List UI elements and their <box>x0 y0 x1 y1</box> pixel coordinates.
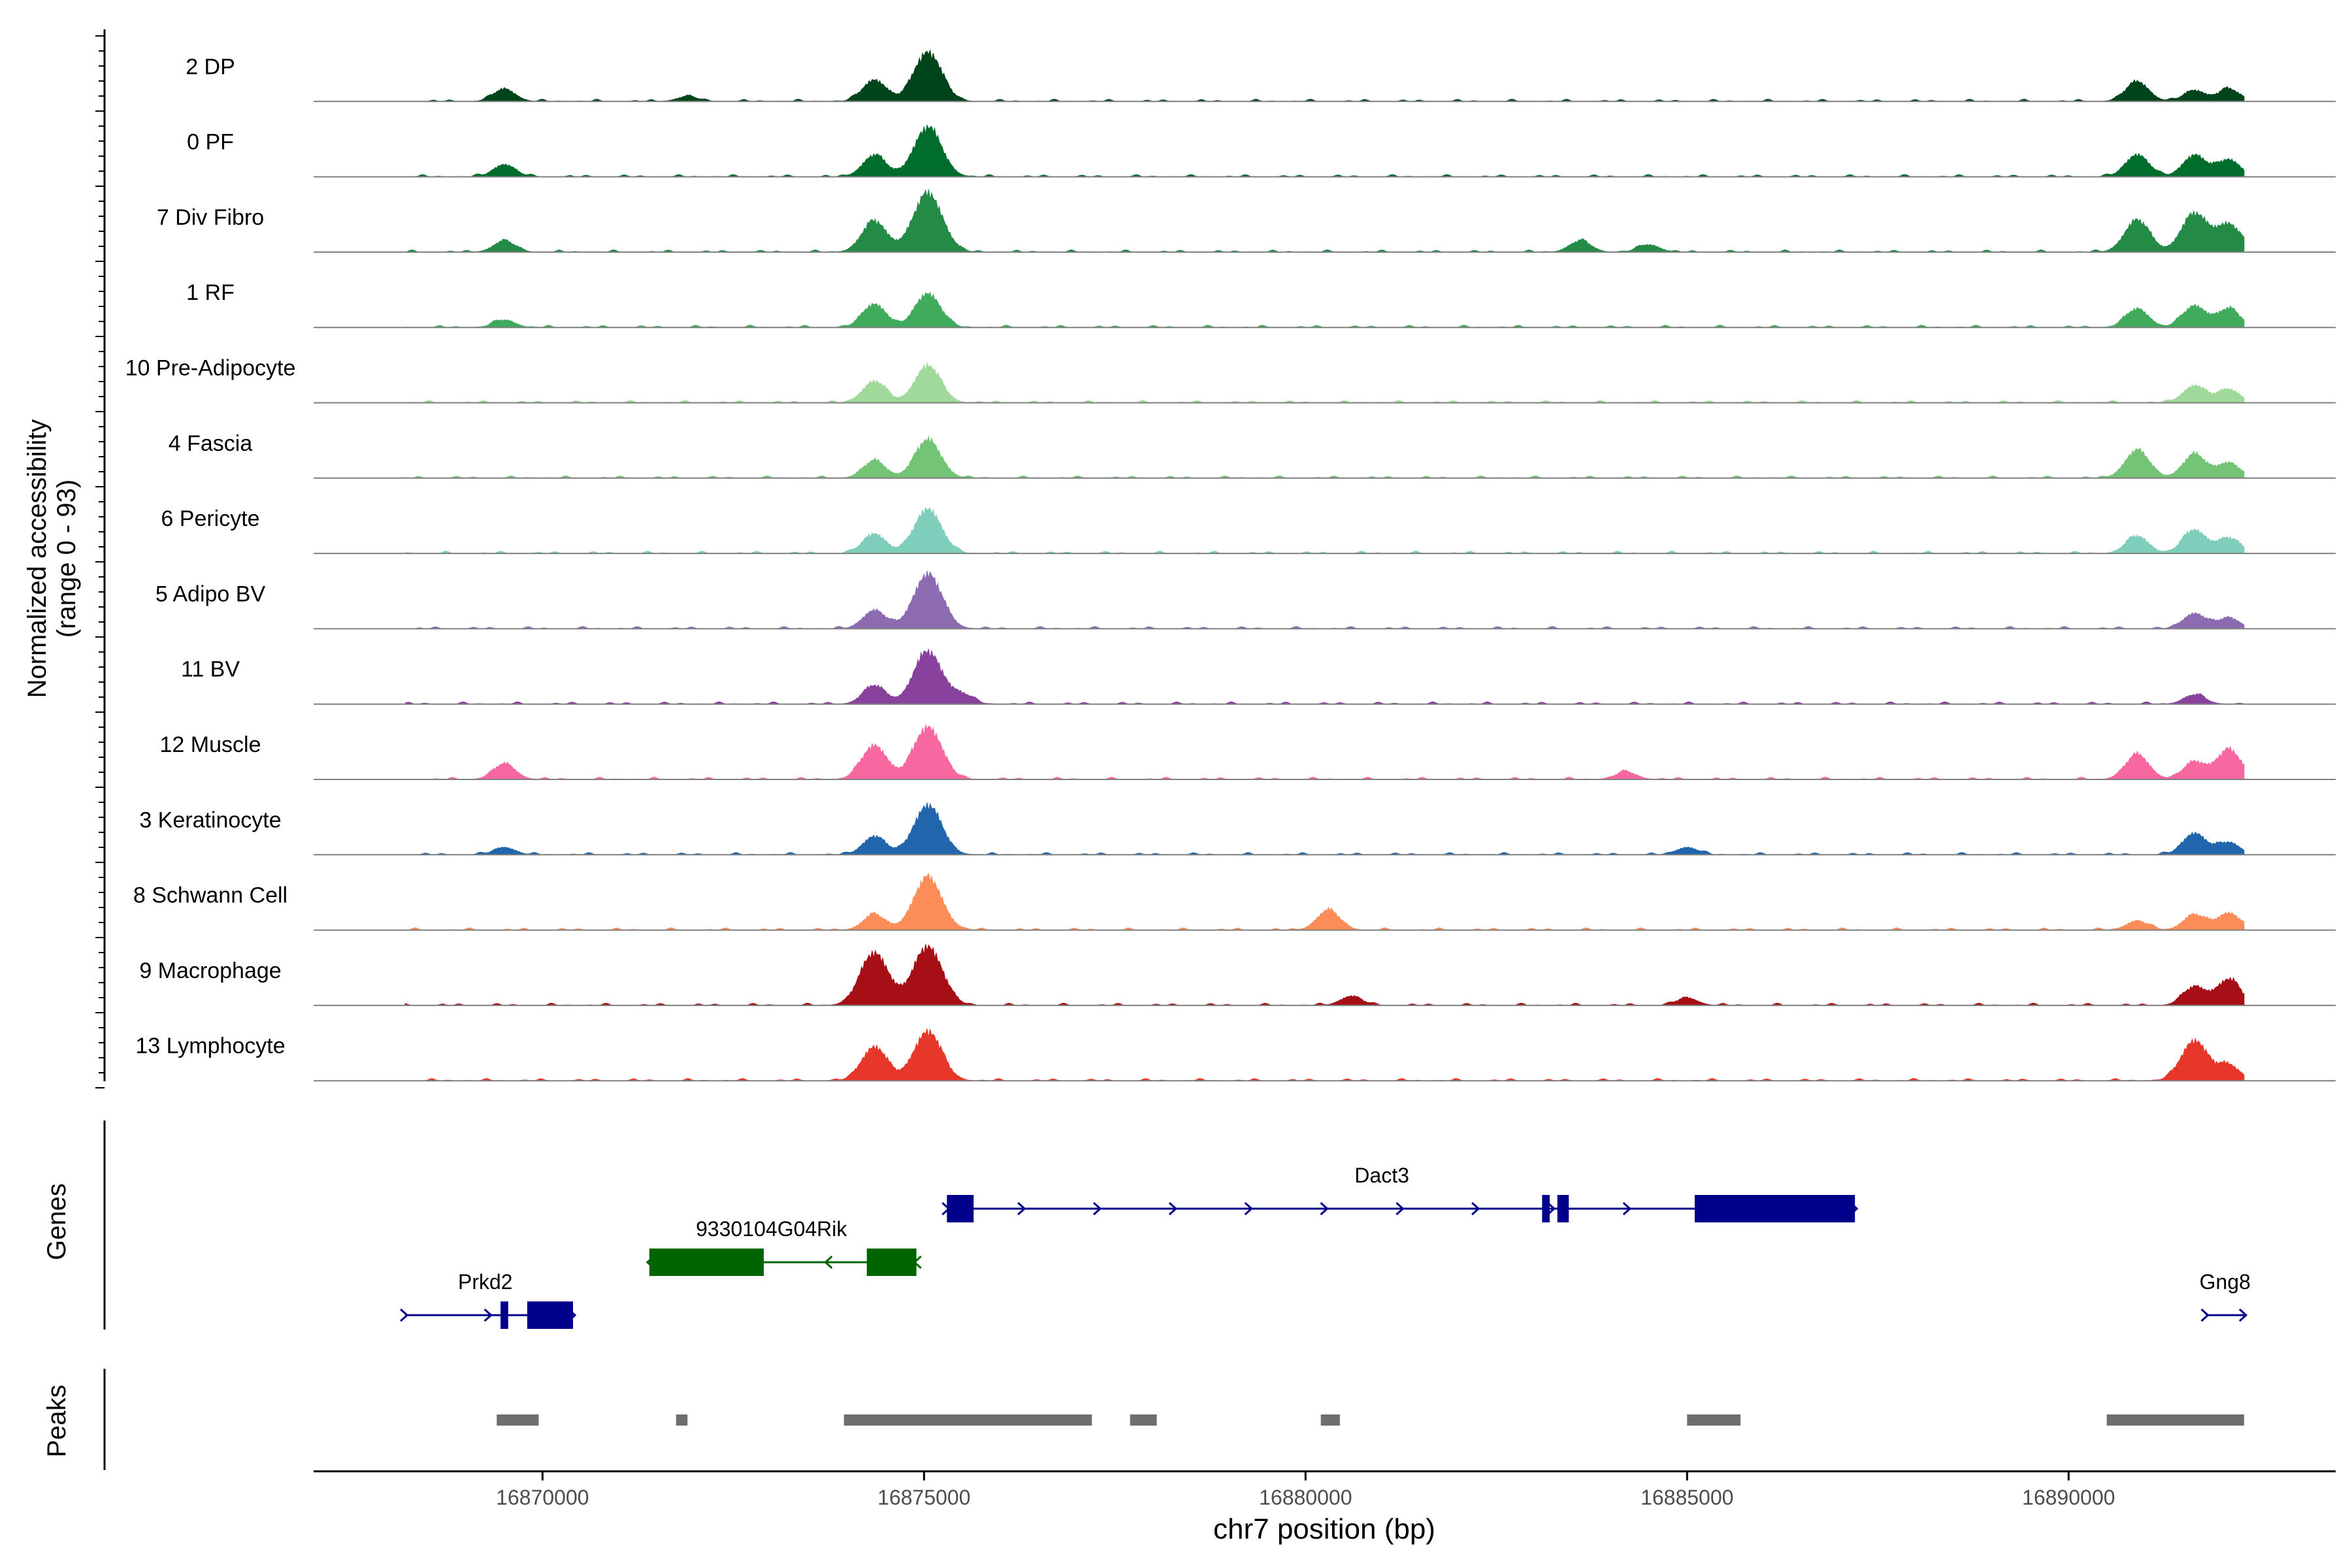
track-area-1 <box>405 50 2245 102</box>
peak-block <box>2106 1414 2244 1426</box>
track-label: 9 Macrophage <box>139 958 281 983</box>
strand-arrow <box>2200 1308 2210 1322</box>
exon-block <box>866 1249 917 1276</box>
gene-label: Dact3 <box>1354 1164 1409 1187</box>
y-axis-title-line2: (range 0 - 93) <box>52 480 81 638</box>
gene-label: 9330104G04Rik <box>696 1217 847 1241</box>
strand-arrow <box>2238 1308 2248 1322</box>
track-area-12 <box>405 872 2245 931</box>
x-tick-label: 16880000 <box>1259 1486 1352 1509</box>
genes-panel-title: Genes <box>42 1183 71 1260</box>
track-label: 6 Pericyte <box>161 506 259 531</box>
track-area-14 <box>405 1028 2245 1081</box>
strand-arrow <box>1093 1201 1102 1216</box>
strand-arrow <box>1244 1201 1253 1216</box>
track-label: 1 RF <box>186 280 235 305</box>
gene-label: Gng8 <box>2200 1270 2251 1294</box>
strand-arrow <box>1017 1201 1026 1216</box>
track-area-6 <box>404 435 2245 479</box>
accessibility-tracks: 2 DP 0 PF 7 Div Fibro 1 RF 10 Pre-Adipocyte 4… <box>95 29 2336 1088</box>
peak-block <box>497 1414 539 1426</box>
exon-block <box>1542 1195 1550 1222</box>
strand-arrow <box>1396 1201 1405 1216</box>
exon-block <box>1694 1195 1855 1222</box>
x-axis: 16870000 16875000 16880000 16885000 16890000 <box>314 1470 2336 1509</box>
strand-arrow <box>1168 1201 1178 1216</box>
track-area-7 <box>404 506 2245 554</box>
track-area-10 <box>404 725 2245 780</box>
track-label: 10 Pre-Adipocyte <box>125 356 296 381</box>
track-area-13 <box>404 943 2245 1006</box>
track-label: 3 Keratinocyte <box>139 808 281 832</box>
track-label: 8 Schwann Cell <box>133 883 287 908</box>
peak-block <box>1687 1414 1741 1426</box>
strand-arrow <box>824 1255 833 1269</box>
track-label: 13 Lymphocyte <box>135 1034 285 1058</box>
track-label: 4 Fascia <box>169 431 253 456</box>
peak-block <box>676 1414 688 1426</box>
strand-arrow <box>1622 1201 1631 1216</box>
peaks-panel <box>103 1369 2244 1470</box>
track-area-5 <box>405 362 2245 404</box>
track-label: 11 BV <box>181 657 240 682</box>
track-area-11 <box>405 802 2245 855</box>
x-tick-label: 16875000 <box>877 1486 970 1509</box>
track-label: 0 PF <box>187 130 234 155</box>
x-tick-label: 16890000 <box>2022 1486 2115 1509</box>
track-area-9 <box>404 649 2245 705</box>
peak-block <box>1320 1414 1340 1426</box>
gene-label: Prkd2 <box>458 1270 513 1294</box>
exon-block <box>947 1195 974 1222</box>
strand-arrow <box>400 1308 409 1322</box>
strand-arrow <box>1471 1201 1480 1216</box>
exon-block <box>1557 1195 1569 1222</box>
track-label: 12 Muscle <box>160 732 261 757</box>
x-tick-label: 16885000 <box>1641 1486 1733 1509</box>
x-tick-label: 16870000 <box>496 1486 589 1509</box>
peaks-panel-title: Peaks <box>42 1384 71 1457</box>
strand-arrow <box>1320 1201 1329 1216</box>
y-axis-title-line1: Normalized accessibility <box>23 419 52 698</box>
track-area-2 <box>404 123 2245 178</box>
exon-block <box>649 1249 764 1276</box>
strand-arrow <box>483 1308 493 1322</box>
peak-block <box>1130 1414 1157 1426</box>
peak-block <box>843 1414 1092 1426</box>
exon-block <box>500 1301 508 1329</box>
track-label: 7 Div Fibro <box>157 205 264 230</box>
track-label: 2 DP <box>186 54 235 79</box>
genes-panel: Dact3 9330104G04Rik Prkd2 Gng8 <box>103 1120 2251 1330</box>
track-area-4 <box>404 291 2245 328</box>
track-area-8 <box>405 570 2245 629</box>
track-area-3 <box>404 189 2245 253</box>
x-axis-title: chr7 position (bp) <box>1213 1513 1435 1545</box>
track-label: 5 Adipo BV <box>155 581 266 606</box>
strand-arrow <box>1546 1201 1556 1216</box>
exon-block <box>527 1301 574 1329</box>
